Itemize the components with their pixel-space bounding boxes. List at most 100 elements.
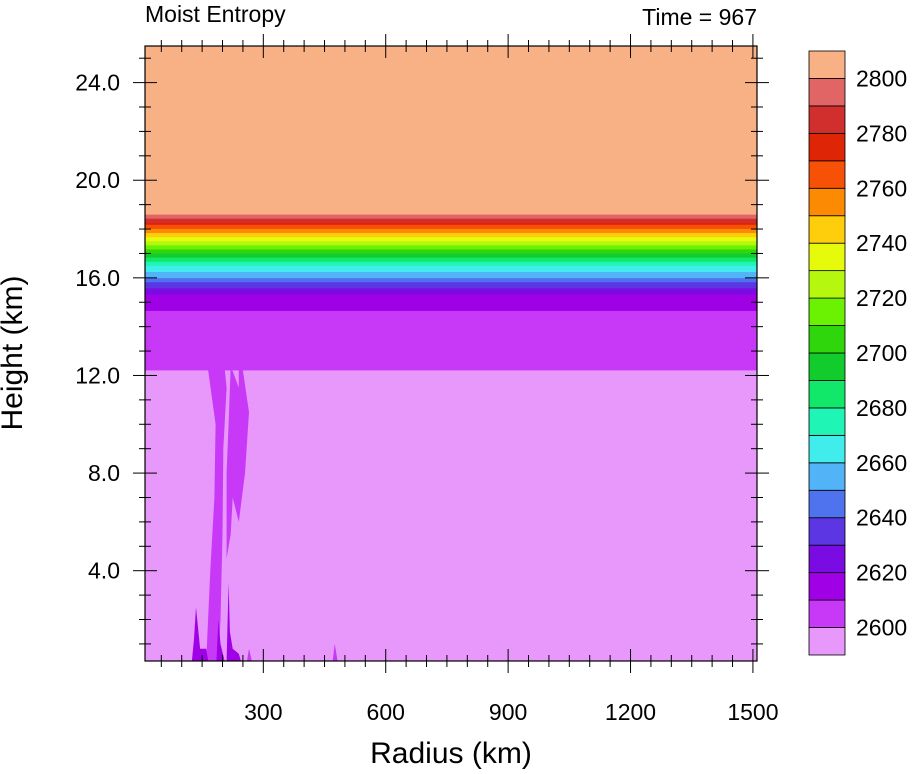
entropy-band (145, 162, 757, 166)
entropy-band (145, 398, 757, 402)
colorbar-swatch (808, 78, 846, 107)
colorbar-swatch (808, 599, 846, 628)
entropy-band (145, 519, 757, 523)
entropy-band (145, 648, 757, 652)
entropy-band (145, 420, 757, 424)
entropy-band (145, 578, 757, 582)
entropy-band (145, 59, 757, 63)
entropy-band (145, 55, 757, 59)
entropy-band (145, 201, 757, 205)
entropy-band (145, 637, 757, 641)
colorbar-swatch (808, 105, 846, 134)
entropy-band (145, 141, 757, 145)
entropy-band (145, 289, 757, 293)
entropy-band (145, 63, 757, 67)
entropy-band (145, 46, 757, 49)
entropy-band (145, 654, 757, 658)
entropy-band (145, 98, 757, 102)
entropy-band (145, 361, 757, 365)
entropy-band (145, 414, 757, 418)
entropy-band (145, 318, 757, 322)
entropy-band (145, 387, 757, 391)
entropy-band (145, 383, 757, 387)
entropy-band (145, 541, 757, 545)
entropy-band (145, 254, 757, 258)
entropy-band (145, 279, 757, 283)
colorbar-label: 2680 (856, 395, 907, 421)
entropy-band (145, 592, 757, 596)
entropy-band (145, 430, 757, 434)
entropy-band (145, 334, 757, 338)
entropy-band (145, 432, 757, 436)
entropy-band (145, 342, 757, 346)
entropy-band (145, 418, 757, 422)
entropy-band (145, 193, 757, 197)
entropy-band (145, 564, 757, 568)
entropy-band (145, 437, 757, 441)
entropy-band (145, 551, 757, 555)
entropy-band (145, 504, 757, 508)
entropy-band (145, 176, 757, 180)
entropy-band (145, 566, 757, 570)
entropy-band (145, 426, 757, 430)
entropy-band (145, 381, 757, 385)
entropy-band (145, 379, 757, 383)
entropy-band (145, 215, 757, 219)
entropy-band (145, 621, 757, 625)
colorbar-swatch (808, 434, 846, 464)
entropy-band (145, 246, 757, 250)
colorbar-swatch (808, 50, 846, 79)
entropy-band (145, 465, 757, 469)
entropy-band (145, 90, 757, 94)
entropy-band (145, 305, 757, 309)
entropy-band (145, 389, 757, 393)
entropy-band (145, 609, 757, 613)
chart-time-label: Time = 967 (642, 4, 757, 30)
entropy-band (145, 248, 757, 252)
entropy-band (145, 182, 757, 186)
entropy-band (145, 441, 757, 445)
entropy-band (145, 391, 757, 395)
entropy-band (145, 473, 757, 477)
entropy-band (145, 644, 757, 648)
entropy-band (145, 275, 757, 279)
entropy-band (145, 47, 757, 51)
entropy-band (145, 277, 757, 281)
entropy-band (145, 359, 757, 363)
entropy-band (145, 439, 757, 443)
entropy-band (145, 488, 757, 492)
entropy-band (145, 309, 757, 313)
entropy-band (145, 590, 757, 594)
entropy-band (145, 531, 757, 535)
entropy-band (145, 529, 757, 533)
entropy-band (145, 560, 757, 564)
entropy-band (145, 346, 757, 350)
entropy-band (145, 375, 757, 379)
entropy-band (145, 236, 757, 240)
entropy-band (145, 455, 757, 459)
entropy-band (145, 61, 757, 65)
entropy-band (145, 285, 757, 289)
entropy-band (145, 453, 757, 457)
colorbar-swatch (808, 517, 846, 546)
entropy-band (145, 512, 757, 516)
colorbar-label: 2700 (856, 340, 907, 366)
colorbar-swatch (808, 407, 846, 436)
entropy-band (145, 178, 757, 182)
y-tick-label: 8.0 (88, 460, 120, 486)
entropy-band (145, 402, 757, 406)
entropy-band (145, 596, 757, 600)
entropy-band (145, 133, 757, 137)
entropy-band (145, 211, 757, 215)
entropy-band (145, 80, 757, 84)
entropy-band (145, 307, 757, 311)
entropy-band (145, 469, 757, 473)
entropy-band (145, 227, 757, 231)
entropy-anomaly (247, 648, 252, 661)
entropy-band (145, 68, 757, 72)
entropy-band (145, 330, 757, 334)
entropy-band (145, 213, 757, 217)
entropy-band (145, 658, 757, 661)
entropy-band (145, 517, 757, 521)
